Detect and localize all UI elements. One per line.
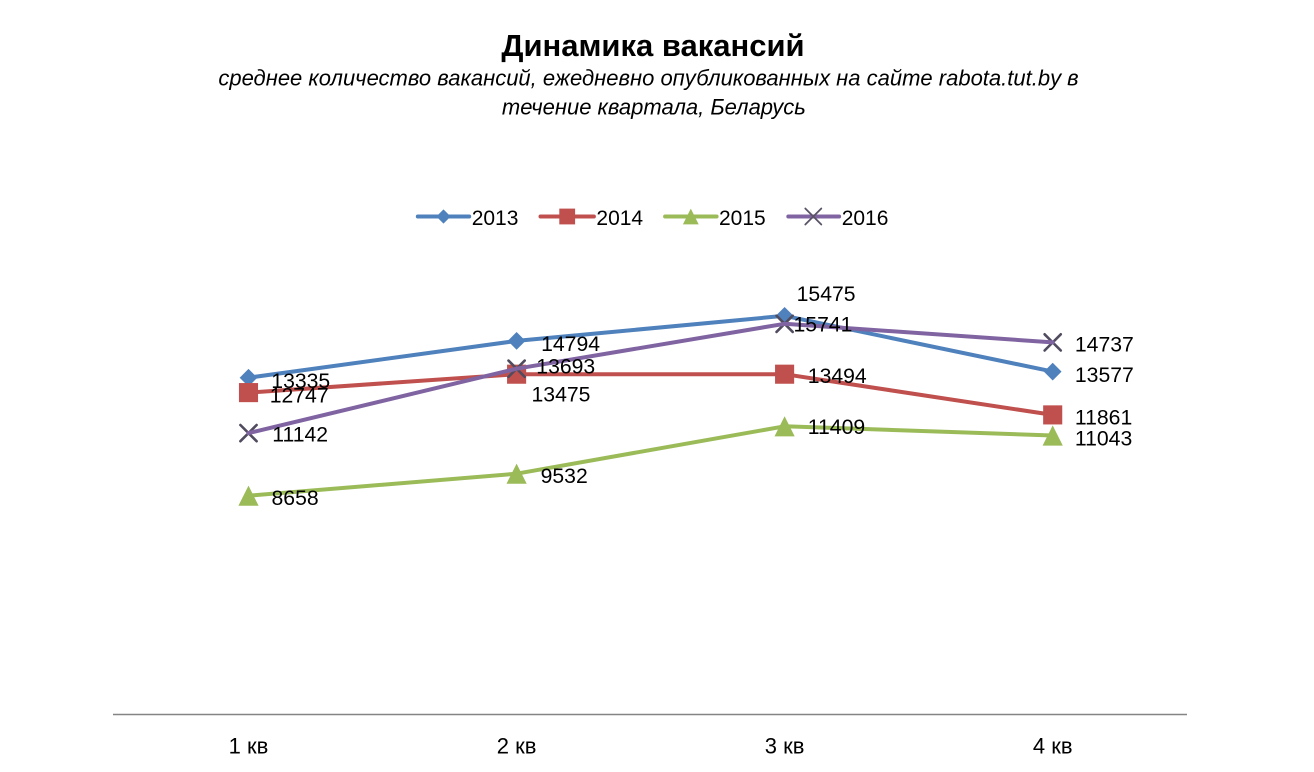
svg-text:15475: 15475: [797, 283, 856, 306]
svg-text:среднее количество вакансий, е: среднее количество вакансий, ежедневно о…: [218, 66, 1078, 91]
svg-text:13693: 13693: [536, 356, 595, 379]
svg-text:2016: 2016: [842, 207, 889, 230]
svg-text:13475: 13475: [532, 384, 591, 407]
svg-text:11043: 11043: [1075, 427, 1132, 450]
svg-text:Динамика вакансий: Динамика вакансий: [501, 28, 804, 63]
svg-text:12747: 12747: [270, 385, 329, 408]
svg-text:13335: 13335: [271, 370, 330, 393]
svg-text:1 кв: 1 кв: [229, 734, 269, 759]
svg-text:14737: 14737: [1075, 334, 1134, 357]
svg-text:течение квартала, Беларусь: течение квартала, Беларусь: [502, 95, 806, 120]
svg-text:11861: 11861: [1075, 406, 1132, 429]
svg-text:4 кв: 4 кв: [1033, 734, 1073, 759]
svg-text:11409: 11409: [808, 416, 865, 439]
svg-text:9532: 9532: [541, 465, 588, 488]
svg-text:13577: 13577: [1075, 364, 1134, 387]
svg-text:14794: 14794: [541, 333, 600, 356]
svg-text:2014: 2014: [596, 207, 643, 230]
svg-text:3 кв: 3 кв: [765, 734, 805, 759]
svg-text:2 кв: 2 кв: [497, 734, 537, 759]
svg-text:2015: 2015: [719, 207, 766, 230]
svg-text:13494: 13494: [808, 365, 867, 388]
svg-text:11142: 11142: [272, 424, 328, 447]
svg-text:8658: 8658: [272, 487, 319, 510]
svg-text:2013: 2013: [472, 207, 519, 230]
svg-text:15741: 15741: [794, 314, 853, 337]
